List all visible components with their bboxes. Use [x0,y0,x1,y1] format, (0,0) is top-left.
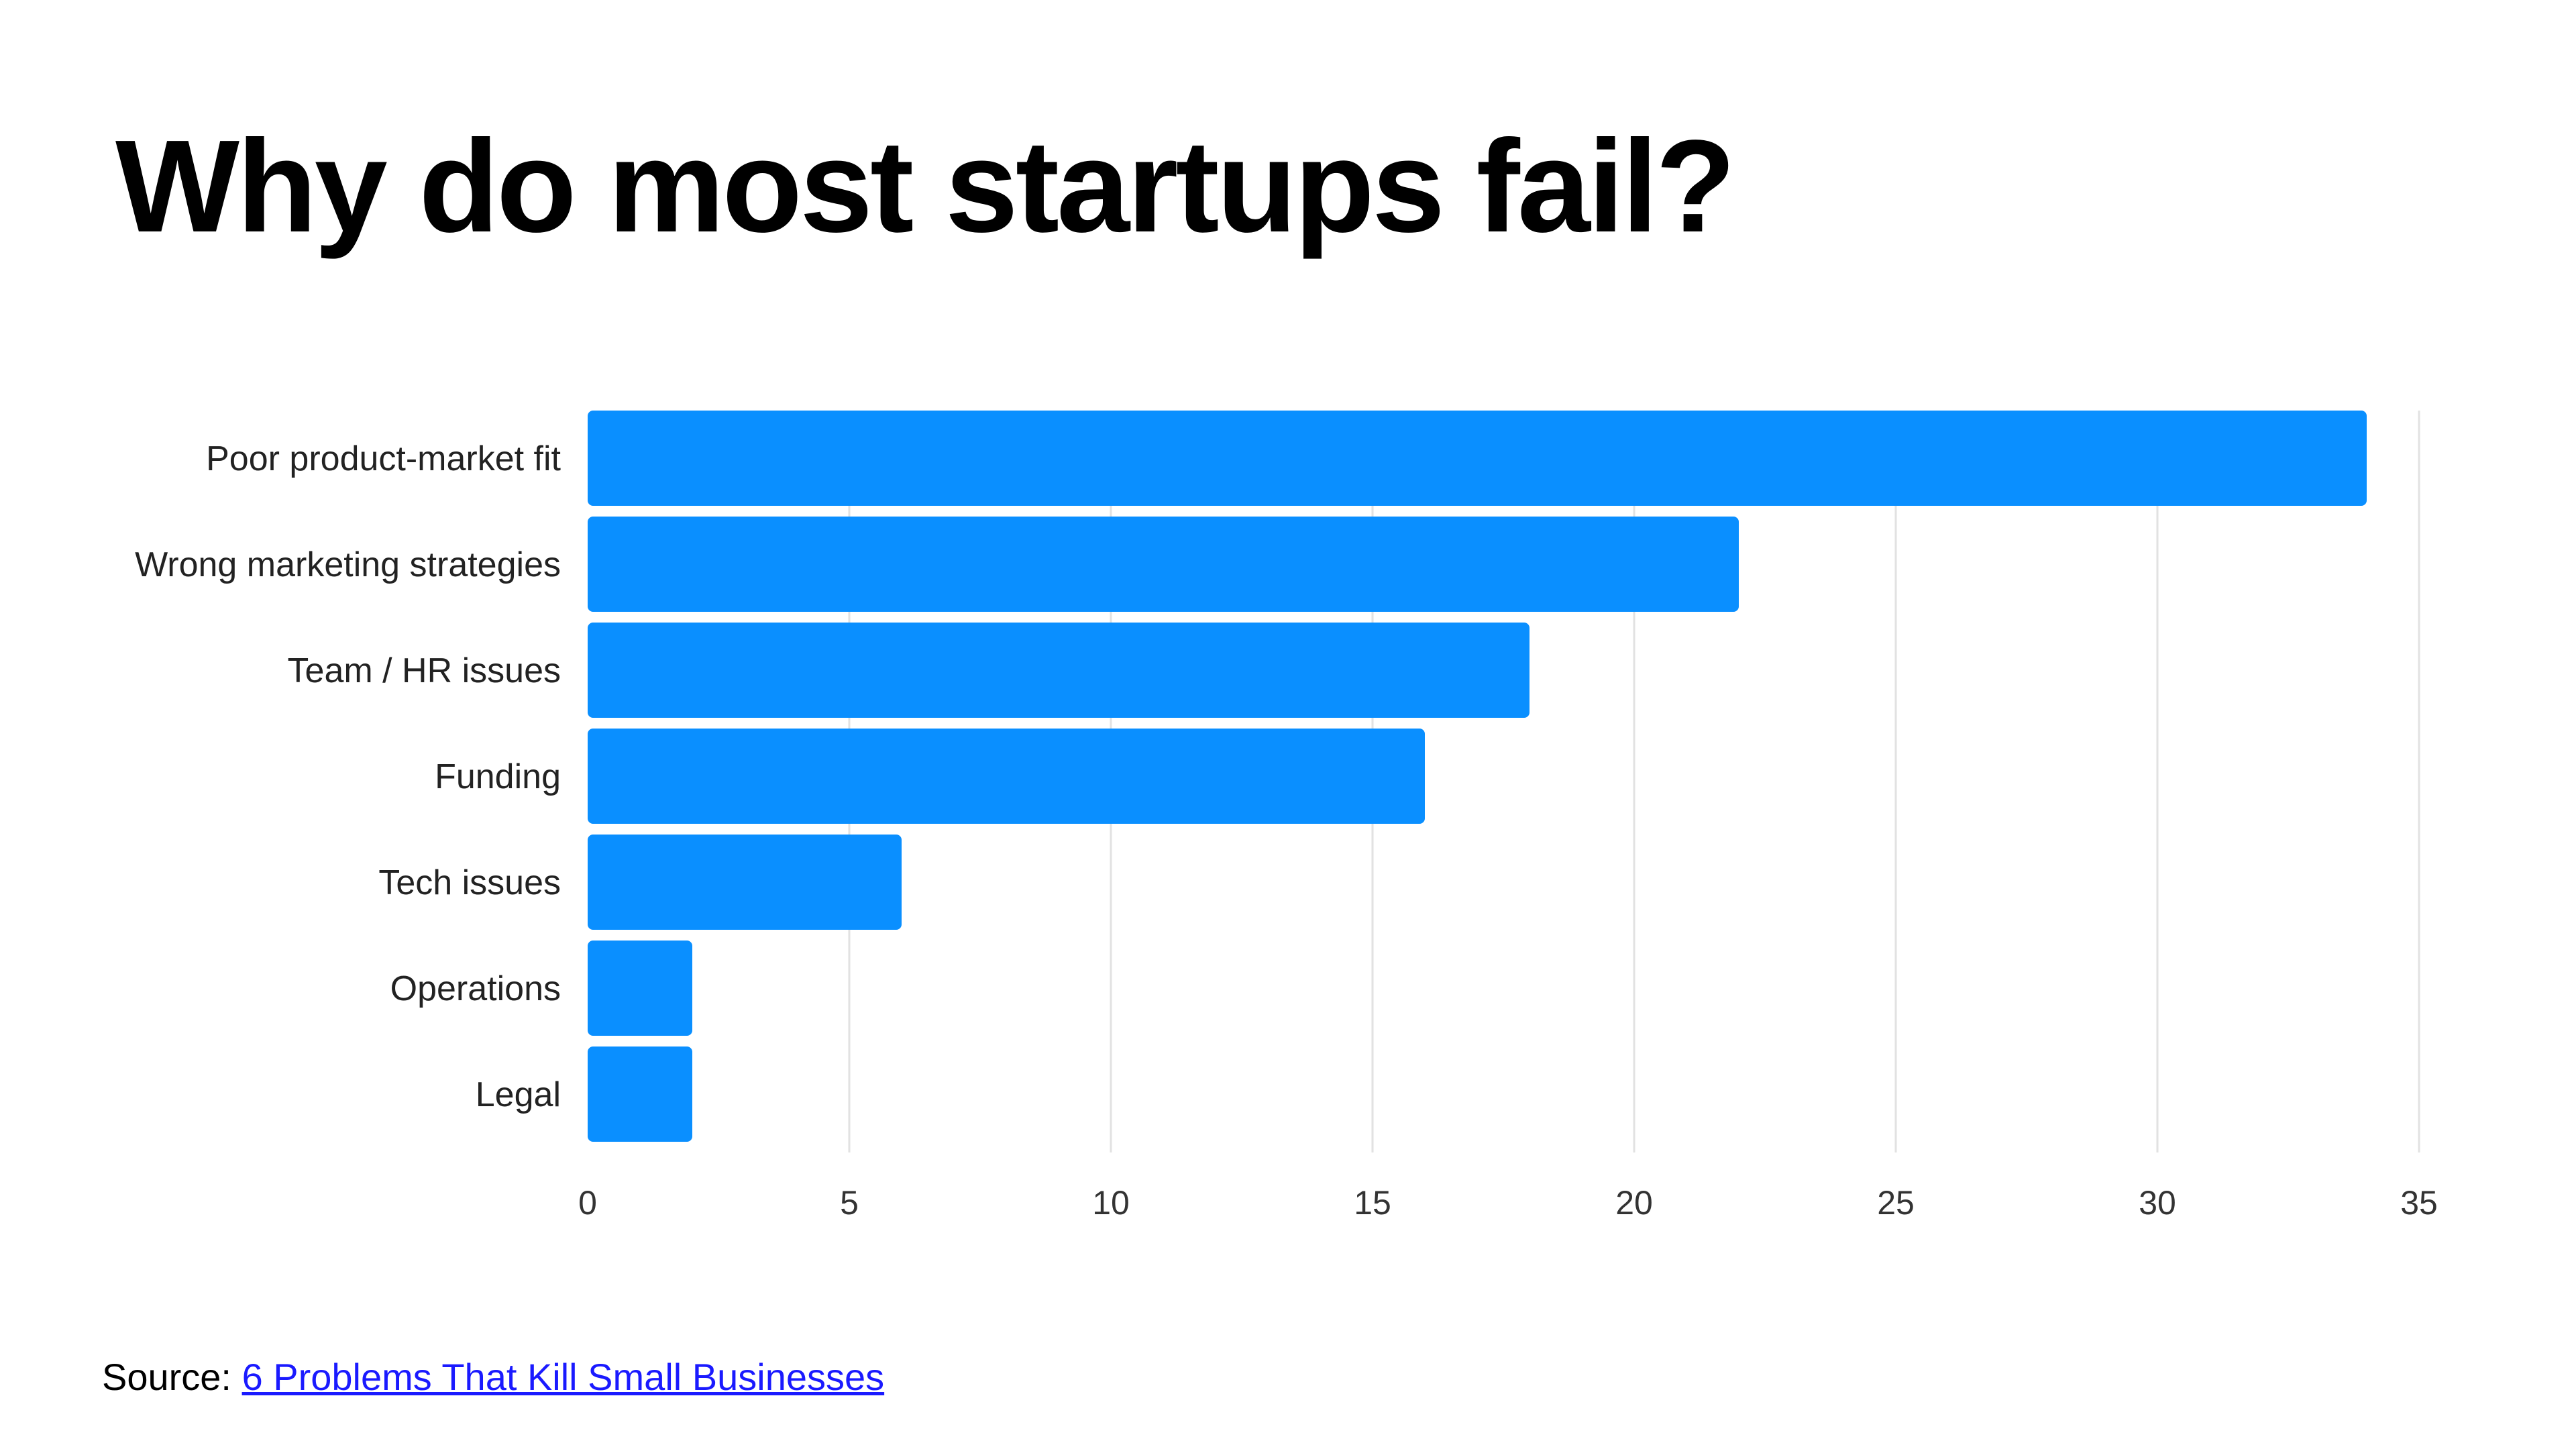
x-tick-label: 30 [2139,1184,2176,1222]
x-tick-label: 15 [1354,1184,1391,1222]
x-tick-label: 0 [578,1184,597,1222]
source-prefix: Source: [102,1356,231,1398]
bar [588,517,1739,612]
page-title: Why do most startups fail? [115,113,1735,260]
category-label: Team / HR issues [288,651,561,690]
category-label: Tech issues [378,863,561,902]
x-tick-label: 10 [1092,1184,1130,1222]
category-label: Operations [390,969,561,1008]
x-tick-label: 35 [2400,1184,2438,1222]
bar [588,729,1425,824]
bar [588,411,2367,506]
category-label: Poor product-market fit [206,439,561,478]
bar [588,1046,692,1142]
source-line: Source: 6 Problems That Kill Small Busin… [102,1355,884,1399]
category-label: Legal [476,1075,561,1114]
category-label: Wrong marketing strategies [135,545,561,584]
bar [588,623,1529,718]
category-label: Funding [435,757,561,796]
x-tick-label: 20 [1615,1184,1653,1222]
bar [588,941,692,1036]
source-link[interactable]: 6 Problems That Kill Small Businesses [241,1356,885,1398]
x-tick-label: 25 [1877,1184,1915,1222]
bar [588,835,902,930]
x-tick-label: 5 [840,1184,859,1222]
